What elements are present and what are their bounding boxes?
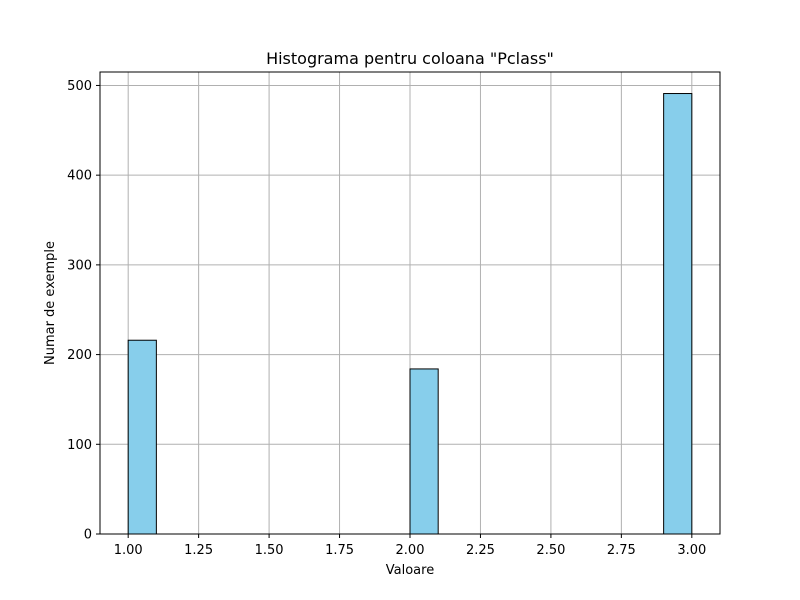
x-tick-label: 1.50: [255, 543, 284, 558]
x-tick-label: 1.75: [325, 543, 354, 558]
x-tick-label: 2.25: [466, 543, 495, 558]
y-tick-label: 500: [67, 79, 92, 94]
histogram-bar: [409, 368, 439, 535]
x-tick-label: 3.00: [677, 543, 706, 558]
x-tick-label: 1.25: [184, 543, 213, 558]
x-axis-label: Valoare: [386, 563, 434, 578]
x-axis-ticks: 1.00 1.25 1.50 1.75 2.00 2.25 2.50 2.75 3.00: [114, 534, 706, 558]
histogram-bar: [663, 93, 693, 535]
x-tick-label: 2.50: [536, 543, 565, 558]
bars: [127, 93, 693, 535]
chart-title: Histograma pentru coloana "Pclass": [266, 49, 554, 68]
y-tick-label: 400: [67, 169, 92, 184]
histogram-bar: [127, 339, 157, 535]
x-tick-label: 1.00: [114, 543, 143, 558]
y-tick-label: 100: [67, 438, 92, 453]
y-tick-label: 300: [67, 258, 92, 273]
x-tick-label: 2.75: [607, 543, 636, 558]
grid-lines: [100, 72, 720, 535]
y-axis-label: Numar de exemple: [43, 241, 58, 365]
y-tick-label: 200: [67, 348, 92, 363]
x-tick-label: 2.00: [396, 543, 425, 558]
y-axis-ticks: 0 100 200 300 400 500: [67, 79, 100, 543]
y-tick-label: 0: [84, 528, 92, 543]
